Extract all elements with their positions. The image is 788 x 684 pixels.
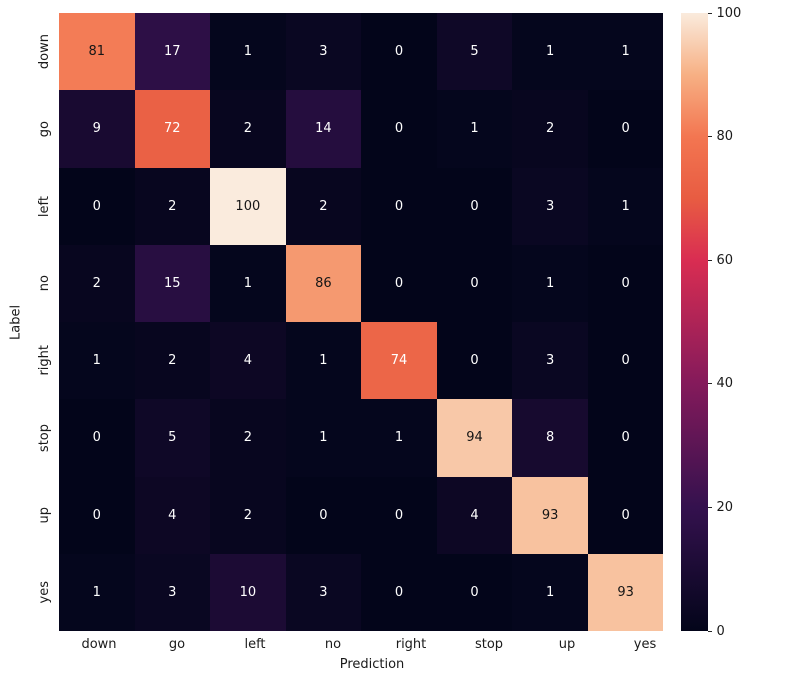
heatmap-cell: 4 [134, 476, 211, 554]
heatmap-cell: 14 [285, 90, 362, 168]
heatmap-cell: 1 [512, 244, 588, 322]
heatmap-cell: 74 [361, 322, 437, 400]
heatmap-cell: 1 [285, 322, 362, 400]
heatmap-cell: 2 [210, 476, 286, 554]
heatmap-cell: 1 [210, 13, 286, 91]
y-tick-label: right [36, 345, 52, 376]
y-tick-label: up [36, 506, 52, 524]
heatmap-cell: 0 [436, 167, 513, 245]
heatmap-grid: 81 17 1 3 0 5 1 1 9 72 2 14 0 1 2 0 0 2 100 2 0 0 3 1 2 15 1 86 0 0 1 0… [58, 13, 664, 631]
heatmap-cell: 2 [512, 90, 588, 168]
heatmap-cell: 86 [285, 244, 362, 322]
plot-row: Label down go left no right stop up yes 81 17 1 3 0… [6, 6, 788, 639]
x-tick-label: stop [474, 636, 504, 652]
heatmap-cell: 1 [361, 399, 437, 477]
heatmap-cell: 1 [512, 13, 588, 91]
heatmap-cell: 0 [361, 13, 437, 91]
heatmap-cell: 100 [210, 167, 286, 245]
heatmap-cell: 17 [134, 13, 211, 91]
x-tick-labels: down go left no right stop up yes [60, 631, 684, 657]
y-tick-label: down [36, 34, 52, 70]
heatmap-cell: 1 [436, 90, 513, 168]
heatmap-cell: 1 [587, 167, 664, 245]
heatmap-cell: 0 [58, 476, 135, 554]
y-tick-label: yes [36, 581, 52, 604]
colorbar-tick-mark [708, 136, 713, 138]
heatmap-cell: 0 [361, 90, 437, 168]
heatmap-cell: 5 [134, 399, 211, 477]
heatmap-cell: 1 [587, 13, 664, 91]
x-tick-label: yes [633, 636, 657, 652]
heatmap-cell: 0 [587, 322, 664, 400]
x-tick-label: right [395, 636, 427, 652]
y-tick-label: left [36, 195, 52, 217]
heatmap-cell: 0 [361, 244, 437, 322]
heatmap-cell: 81 [58, 13, 135, 91]
heatmap-cell: 0 [436, 322, 513, 400]
heatmap-cell: 3 [512, 322, 588, 400]
heatmap-cell: 15 [134, 244, 211, 322]
x-tick-label: up [558, 636, 576, 652]
heatmap-cell: 5 [436, 13, 513, 91]
heatmap-cell: 0 [587, 90, 664, 168]
heatmap-cell: 0 [436, 553, 513, 631]
heatmap-cell: 72 [134, 90, 211, 168]
heatmap-cell: 3 [134, 553, 211, 631]
heatmap-cell: 10 [210, 553, 286, 631]
y-tick-labels: down go left no right stop up yes [26, 13, 59, 631]
heatmap-cell: 1 [285, 399, 362, 477]
x-tick-label: left [244, 636, 266, 652]
heatmap-cell: 2 [58, 244, 135, 322]
heatmap-cell: 94 [436, 399, 513, 477]
y-tick-label: stop [36, 423, 52, 452]
heatmap-cell: 0 [285, 476, 362, 554]
heatmap-cell: 1 [512, 553, 588, 631]
y-tick-label: go [36, 120, 52, 137]
heatmap-cell: 0 [587, 244, 664, 322]
heatmap-cell: 1 [58, 322, 135, 400]
colorbar-tick-mark [708, 383, 713, 385]
heatmap-cell: 8 [512, 399, 588, 477]
heatmap-cell: 0 [361, 553, 437, 631]
heatmap-cell: 93 [587, 553, 664, 631]
heatmap-cell: 4 [210, 322, 286, 400]
heatmap-cell: 1 [210, 244, 286, 322]
heatmap-cell: 0 [587, 399, 664, 477]
heatmap-cell: 2 [134, 322, 211, 400]
heatmap-cell: 1 [58, 553, 135, 631]
heatmap-cell: 4 [436, 476, 513, 554]
heatmap-cell: 0 [361, 476, 437, 554]
colorbar-tick-mark [708, 506, 713, 508]
y-axis-title: Label [8, 304, 24, 340]
heatmap-cell: 3 [285, 13, 362, 91]
x-axis-title: Prediction [339, 657, 405, 672]
x-tick-label: go [168, 636, 186, 652]
colorbar-area: 0 20 40 60 80 100 [681, 6, 788, 639]
heatmap-cell: 93 [512, 476, 588, 554]
heatmap-cell: 2 [210, 399, 286, 477]
heatmap-cell: 0 [58, 399, 135, 477]
heatmap-cell: 0 [361, 167, 437, 245]
heatmap-cell: 2 [285, 167, 362, 245]
heatmap-cell: 2 [210, 90, 286, 168]
heatmap-cell: 9 [58, 90, 135, 168]
colorbar-tick-mark [708, 630, 713, 632]
heatmap-cell: 0 [436, 244, 513, 322]
heatmap-cell: 3 [285, 553, 362, 631]
colorbar-tick-mark [708, 259, 713, 261]
x-tick-label: no [324, 636, 342, 652]
x-tick-label: down [81, 636, 117, 652]
colorbar-gradient [681, 13, 709, 631]
heatmap-cell: 0 [587, 476, 664, 554]
colorbar-tick-mark [708, 12, 713, 14]
heatmap-cell: 3 [512, 167, 588, 245]
y-tick-label: no [36, 275, 52, 292]
heatmap-cell: 2 [134, 167, 211, 245]
heatmap-cell: 0 [58, 167, 135, 245]
